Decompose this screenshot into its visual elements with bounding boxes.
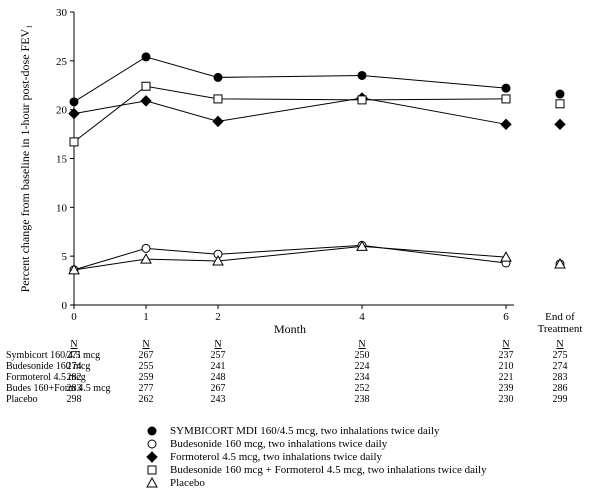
table-cell: 237: [499, 350, 514, 361]
table-cell: 250: [355, 350, 370, 361]
series-line-symbicort: [74, 57, 506, 102]
series-line-bud_form: [74, 86, 506, 142]
y-tick-label: 30: [56, 7, 68, 19]
table-cell: 210: [499, 361, 514, 372]
marker-filled-circle: [142, 53, 150, 61]
marker-filled-circle: [148, 427, 156, 435]
marker-filled-diamond: [501, 119, 511, 129]
table-cell: 267: [139, 350, 154, 361]
marker-filled-circle: [214, 73, 222, 81]
y-tick-label: 0: [62, 300, 68, 312]
y-tick-label: 25: [56, 56, 68, 68]
marker-filled-circle: [358, 71, 366, 79]
legend-label: SYMBICORT MDI 160/4.5 mcg, two inhalatio…: [170, 425, 440, 437]
marker-open-square: [556, 100, 564, 108]
table-cell: 283: [553, 372, 568, 383]
marker-filled-diamond: [147, 452, 157, 462]
table-row-label: Placebo: [6, 394, 38, 405]
table-cell: 286: [553, 383, 568, 394]
table-cell: 238: [355, 394, 370, 405]
table-cell: 267: [211, 383, 226, 394]
legend-label: Budesonide 160 mcg + Formoterol 4.5 mcg,…: [170, 464, 487, 476]
legend-label: Budesonide 160 mcg, two inhalations twic…: [170, 438, 388, 450]
table-cell: 234: [355, 372, 370, 383]
y-axis-label: Percent change from baseline in 1-hour p…: [18, 25, 32, 293]
x-tick-label: 0: [71, 311, 77, 323]
marker-open-circle: [148, 440, 156, 448]
marker-open-square: [358, 96, 366, 104]
y-tick-label: 20: [56, 105, 68, 117]
table-cell: 255: [139, 361, 154, 372]
table-header: N: [556, 339, 563, 350]
legend-label: Placebo: [170, 477, 205, 489]
marker-filled-diamond: [213, 116, 223, 126]
marker-open-square: [142, 82, 150, 90]
table-cell: 248: [211, 372, 226, 383]
table-header: N: [70, 339, 77, 350]
marker-filled-diamond: [555, 119, 565, 129]
legend-label: Formoterol 4.5 mcg, two inhalations twic…: [170, 451, 383, 463]
table-cell: 274: [553, 361, 568, 372]
table-header: N: [214, 339, 221, 350]
table-cell: 221: [499, 372, 514, 383]
marker-filled-circle: [502, 84, 510, 92]
marker-open-circle: [142, 244, 150, 252]
y-tick-label: 10: [56, 202, 68, 214]
series-line-budesonide: [74, 245, 506, 269]
table-cell: 262: [139, 394, 154, 405]
marker-open-triangle: [147, 478, 157, 487]
table-cell: 257: [211, 350, 226, 361]
x-tick-label: 4: [359, 311, 365, 323]
marker-filled-diamond: [141, 96, 151, 106]
table-cell: 243: [211, 394, 226, 405]
x-axis-label: Month: [274, 322, 306, 336]
series-line-formoterol: [74, 98, 506, 124]
table-header: N: [358, 339, 365, 350]
x-tick-label: 6: [503, 311, 509, 323]
end-of-treatment-label: End of: [545, 311, 575, 323]
table-cell: 239: [499, 383, 514, 394]
table-row-label: Symbicort 160/4.5 mcg: [6, 350, 100, 361]
marker-open-square: [148, 466, 156, 474]
table-header: N: [142, 339, 149, 350]
table-row-label: Budes 160+Form 4.5 mcg: [6, 383, 111, 394]
table-cell: 299: [553, 394, 568, 405]
table-header: N: [502, 339, 509, 350]
table-cell: 259: [139, 372, 154, 383]
marker-open-square: [214, 95, 222, 103]
marker-filled-circle: [70, 98, 78, 106]
table-cell: 277: [139, 383, 154, 394]
table-cell: 241: [211, 361, 226, 372]
table-cell: 282: [67, 372, 82, 383]
table-cell: 252: [355, 383, 370, 394]
y-tick-label: 15: [56, 154, 68, 166]
table-cell: 298: [67, 394, 82, 405]
table-cell: 224: [355, 361, 370, 372]
fev1-chart: 0 5 10 15 20 25 30 0 1 2 4 6 Month End ofTreatment Per…: [0, 0, 591, 504]
x-tick-label: 2: [215, 311, 221, 323]
end-of-treatment-label: Treatment: [538, 323, 583, 335]
table-cell: 230: [499, 394, 514, 405]
table-cell: 274: [67, 361, 82, 372]
table-cell: 283: [67, 383, 82, 394]
y-tick-label: 5: [62, 251, 68, 263]
marker-open-square: [70, 138, 78, 146]
marker-filled-circle: [556, 90, 564, 98]
table-cell: 271: [67, 350, 82, 361]
x-tick-label: 1: [143, 311, 149, 323]
marker-open-triangle: [141, 254, 151, 263]
table-cell: 275: [553, 350, 568, 361]
marker-open-square: [502, 95, 510, 103]
